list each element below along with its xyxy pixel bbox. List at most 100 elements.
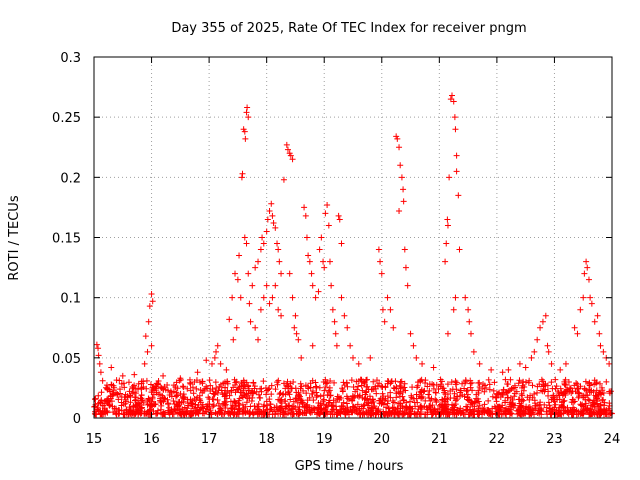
baseline-point <box>222 405 229 412</box>
baseline-point <box>229 405 236 412</box>
data-point <box>226 316 233 323</box>
baseline-point <box>289 403 296 410</box>
data-point <box>596 330 603 337</box>
baseline-point <box>591 377 598 384</box>
data-point <box>591 318 598 325</box>
baseline-point <box>251 383 258 390</box>
data-point <box>146 303 153 310</box>
baseline-point <box>557 385 564 392</box>
baseline-point <box>352 388 359 395</box>
data-point <box>245 114 252 121</box>
baseline-point <box>309 377 316 384</box>
baseline-point <box>166 391 173 398</box>
baseline-point <box>471 411 478 418</box>
data-point <box>99 377 106 384</box>
data-point <box>255 336 262 343</box>
baseline-point <box>282 405 289 412</box>
data-point <box>108 364 115 371</box>
baseline-point <box>185 402 192 409</box>
baseline-point <box>439 408 446 415</box>
data-point <box>306 258 313 265</box>
baseline-point <box>364 395 371 402</box>
baseline-point <box>218 387 225 394</box>
data-point <box>450 306 457 313</box>
baseline-point <box>460 411 467 418</box>
baseline-point <box>278 400 285 407</box>
baseline-point <box>320 392 327 399</box>
data-point <box>93 341 100 348</box>
data-point <box>247 318 254 325</box>
data-point <box>328 282 335 289</box>
baseline-point <box>433 381 440 388</box>
baseline-point <box>340 399 347 406</box>
baseline-point <box>366 404 373 411</box>
data-point <box>289 294 296 301</box>
baseline-point <box>162 386 169 393</box>
baseline-point <box>313 384 320 391</box>
baseline-point <box>591 381 598 388</box>
data-point <box>430 364 437 371</box>
data-point <box>452 126 459 133</box>
baseline-point <box>475 405 482 412</box>
baseline-point <box>502 397 509 404</box>
data-point <box>548 360 555 367</box>
x-tick-label: 20 <box>374 432 391 447</box>
baseline-point <box>236 395 243 402</box>
grid <box>94 57 612 418</box>
baseline-point <box>463 407 470 414</box>
baseline-point <box>571 382 578 389</box>
baseline-point <box>154 410 161 417</box>
baseline-point <box>502 376 509 383</box>
data-point <box>557 366 564 373</box>
baseline-point <box>193 385 200 392</box>
baseline-point <box>551 404 558 411</box>
data-point <box>584 264 591 271</box>
baseline-point <box>415 379 422 386</box>
baseline-point <box>492 410 499 417</box>
baseline-point <box>260 403 267 410</box>
data-point <box>269 212 276 219</box>
baseline-point <box>243 391 250 398</box>
baseline-point <box>547 405 554 412</box>
baseline-point <box>257 385 264 392</box>
baseline-point <box>508 385 515 392</box>
baseline-point <box>389 404 396 411</box>
baseline-point <box>132 394 139 401</box>
baseline-point <box>562 376 569 383</box>
data-point <box>244 104 251 111</box>
baseline-point <box>579 392 586 399</box>
baseline-point <box>516 377 523 384</box>
data-point <box>316 246 323 253</box>
data-point <box>272 282 279 289</box>
data-point <box>444 330 451 337</box>
baseline-point <box>212 379 219 386</box>
data-point <box>594 312 601 319</box>
baseline-point <box>379 384 386 391</box>
baseline-point <box>545 399 552 406</box>
baseline-point <box>191 378 198 385</box>
baseline-point <box>321 387 328 394</box>
data-point <box>203 357 210 364</box>
data-point <box>456 246 463 253</box>
x-tick-label: 15 <box>86 432 103 447</box>
axis-ticks <box>93 56 613 419</box>
baseline-point <box>560 389 567 396</box>
baseline-point <box>255 391 262 398</box>
baseline-point <box>325 388 332 395</box>
data-point <box>577 306 584 313</box>
baseline-point <box>593 396 600 403</box>
baseline-point <box>255 400 262 407</box>
data-point <box>544 342 551 349</box>
baseline-point <box>413 411 420 418</box>
baseline-point <box>561 381 568 388</box>
baseline-point <box>474 399 481 406</box>
baseline-point <box>382 411 389 418</box>
data-point <box>141 360 148 367</box>
baseline-point <box>127 408 134 415</box>
baseline-point <box>508 410 515 417</box>
data-point <box>419 360 426 367</box>
baseline-point <box>243 399 250 406</box>
baseline-point <box>273 403 280 410</box>
baseline-point <box>464 394 471 401</box>
baseline-point <box>272 386 279 393</box>
